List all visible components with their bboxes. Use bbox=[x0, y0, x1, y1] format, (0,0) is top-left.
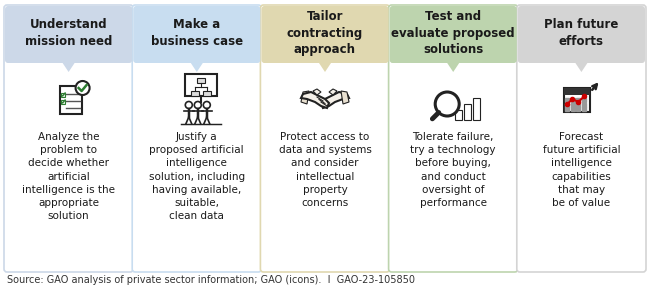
FancyBboxPatch shape bbox=[261, 6, 389, 63]
Bar bbox=[185, 74, 217, 96]
FancyBboxPatch shape bbox=[389, 5, 518, 272]
Text: Tolerate failure,
try a technology
before buying,
and conduct
oversight of
perfo: Tolerate failure, try a technology befor… bbox=[410, 132, 496, 208]
Bar bbox=[191, 91, 199, 96]
Circle shape bbox=[203, 102, 211, 109]
Polygon shape bbox=[313, 89, 321, 95]
Text: Tailor
contracting
approach: Tailor contracting approach bbox=[287, 10, 363, 56]
Text: Make a
business case: Make a business case bbox=[151, 18, 243, 48]
Text: Source: GAO analysis of private sector information; GAO (icons).  I  GAO-23-1058: Source: GAO analysis of private sector i… bbox=[7, 275, 415, 285]
Polygon shape bbox=[573, 60, 590, 72]
Bar bbox=[8, 54, 129, 60]
Text: Protect access to
data and systems
and consider
intellectual
property
concerns: Protect access to data and systems and c… bbox=[279, 132, 371, 208]
FancyBboxPatch shape bbox=[133, 6, 261, 63]
Bar bbox=[473, 98, 480, 120]
FancyBboxPatch shape bbox=[4, 5, 133, 272]
FancyBboxPatch shape bbox=[5, 6, 132, 63]
Circle shape bbox=[185, 102, 192, 109]
Circle shape bbox=[436, 92, 459, 116]
Polygon shape bbox=[321, 92, 349, 108]
FancyBboxPatch shape bbox=[261, 5, 389, 272]
Circle shape bbox=[194, 102, 202, 109]
Polygon shape bbox=[301, 92, 329, 108]
Text: Test and
evaluate proposed
solutions: Test and evaluate proposed solutions bbox=[391, 10, 515, 56]
Polygon shape bbox=[188, 60, 205, 72]
Circle shape bbox=[75, 81, 90, 95]
Bar bbox=[521, 54, 642, 60]
Text: Analyze the
problem to
decide whether
artificial
intelligence is the
appropriate: Analyze the problem to decide whether ar… bbox=[22, 132, 115, 221]
FancyBboxPatch shape bbox=[389, 6, 517, 63]
Bar bbox=[60, 93, 64, 97]
Bar bbox=[455, 110, 462, 120]
Polygon shape bbox=[301, 91, 309, 104]
Bar bbox=[60, 100, 64, 104]
Bar bbox=[197, 78, 205, 83]
Polygon shape bbox=[341, 91, 349, 104]
Bar bbox=[564, 88, 590, 95]
Text: Understand
mission need: Understand mission need bbox=[25, 18, 112, 48]
Text: Justify a
proposed artificial
intelligence
solution, including
having available,: Justify a proposed artificial intelligen… bbox=[149, 132, 245, 221]
Text: Plan future
efforts: Plan future efforts bbox=[544, 18, 619, 48]
Polygon shape bbox=[60, 60, 77, 72]
Text: Forecast
future artificial
intelligence
capabilities
that may
be of value: Forecast future artificial intelligence … bbox=[543, 132, 620, 208]
Bar bbox=[265, 54, 385, 60]
Bar bbox=[203, 91, 211, 96]
FancyBboxPatch shape bbox=[518, 6, 645, 63]
Bar bbox=[564, 88, 590, 112]
FancyBboxPatch shape bbox=[517, 5, 646, 272]
Polygon shape bbox=[317, 60, 333, 72]
FancyBboxPatch shape bbox=[60, 86, 82, 114]
Polygon shape bbox=[445, 60, 462, 72]
Polygon shape bbox=[329, 89, 337, 95]
FancyBboxPatch shape bbox=[132, 5, 261, 272]
Bar bbox=[393, 54, 514, 60]
Bar bbox=[136, 54, 257, 60]
Bar bbox=[464, 104, 471, 120]
